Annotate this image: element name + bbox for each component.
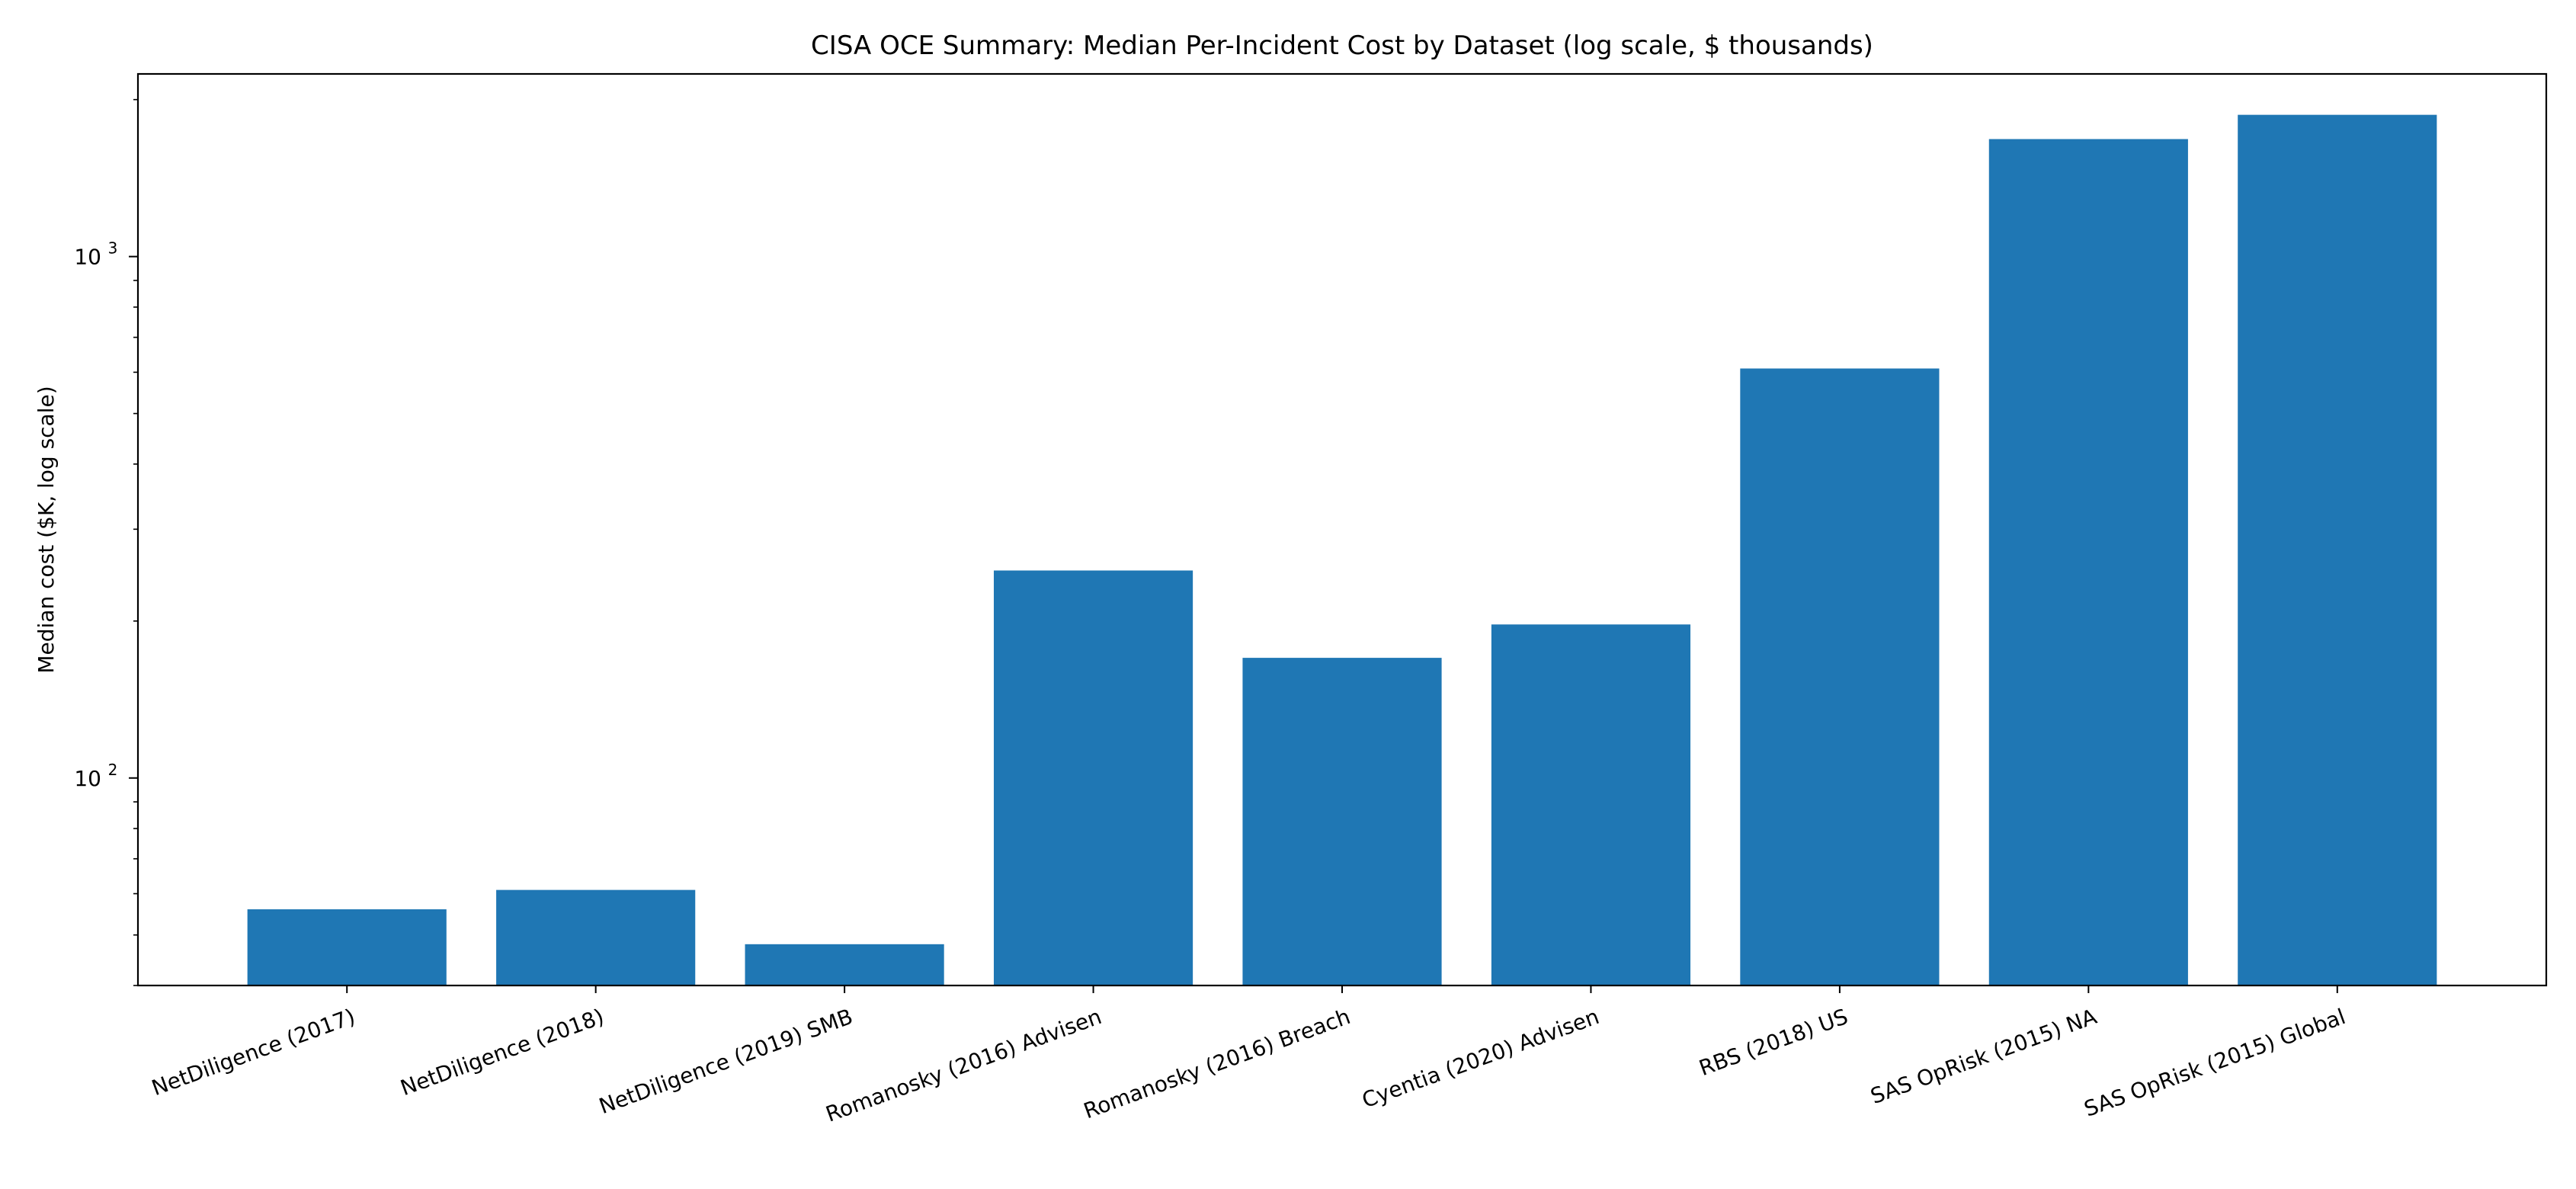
y-tick-label: 10 [74, 766, 101, 791]
bar [993, 570, 1193, 985]
y-tick-base: 10 [74, 245, 101, 270]
y-tick-label: 10 [74, 245, 101, 270]
bar [2238, 114, 2437, 985]
y-tick-base: 10 [74, 766, 101, 791]
chart-title: CISA OCE Summary: Median Per-Incident Co… [811, 30, 1873, 61]
bar [247, 909, 447, 985]
bar [496, 889, 696, 985]
bar [1740, 368, 1940, 985]
bar [1491, 624, 1691, 985]
bars-group [247, 114, 2437, 985]
axes-frame [136, 72, 2548, 987]
y-axis-label: Median cost ($K, log scale) [34, 386, 59, 673]
bar [745, 944, 944, 985]
bar [1242, 658, 1442, 985]
y-tick-exponent: 2 [108, 761, 118, 779]
bar [1988, 139, 2188, 985]
y-tick-exponent: 3 [108, 239, 118, 258]
